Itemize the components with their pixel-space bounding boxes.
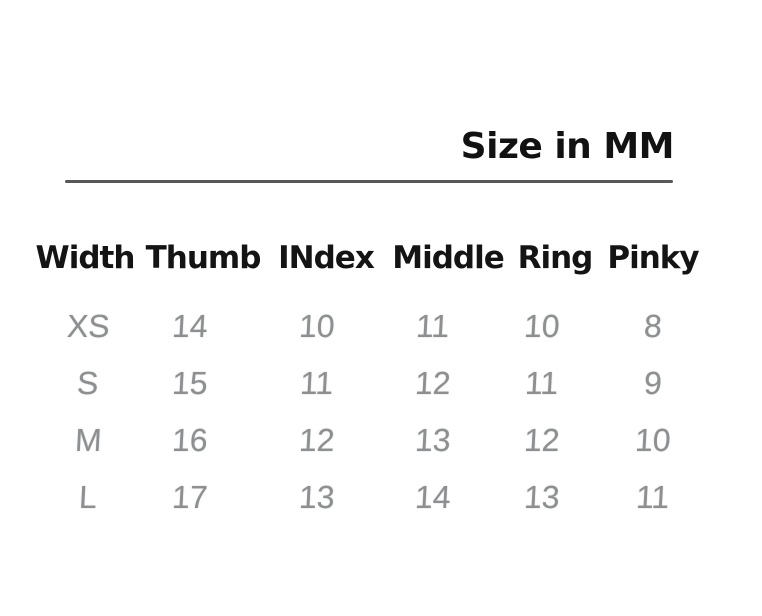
column-header-pinky: Pinky <box>607 240 699 276</box>
size-value: 15 <box>171 365 209 401</box>
size-value: 13 <box>298 479 336 515</box>
size-value: 17 <box>171 479 209 515</box>
size-value: 12 <box>298 422 336 458</box>
size-value-cell: 8 <box>600 298 706 355</box>
size-value: 14 <box>414 479 452 515</box>
header-row: Width Thumb INdex Middle Ring Pinky <box>30 238 706 298</box>
column-header-thumb: Thumb <box>145 240 262 276</box>
size-value: 12 <box>523 422 561 458</box>
size-value-cell: 14 <box>140 298 266 355</box>
size-value-cell: 13 <box>266 469 386 526</box>
table-row: M 16 12 13 12 10 <box>30 412 706 469</box>
size-value-cell: 13 <box>510 469 600 526</box>
column-header-ring: Ring <box>517 240 594 276</box>
size-value: 11 <box>524 365 560 401</box>
size-value: 10 <box>298 308 336 344</box>
table-row: XS 14 10 11 10 8 <box>30 298 706 355</box>
table-row: S 15 11 12 11 9 <box>30 355 706 412</box>
size-value-cell: 16 <box>140 412 266 469</box>
size-value-cell: 15 <box>140 355 266 412</box>
size-value: 11 <box>635 479 671 515</box>
size-label-cell: M <box>30 412 140 469</box>
size-value: 14 <box>171 308 209 344</box>
size-value-cell: 10 <box>266 298 386 355</box>
size-value-cell: 12 <box>510 412 600 469</box>
size-value-cell: 11 <box>600 469 706 526</box>
size-label: XS <box>65 308 111 344</box>
size-value: 12 <box>414 365 452 401</box>
size-value: 8 <box>643 308 663 344</box>
size-value: 11 <box>415 308 451 344</box>
size-value-cell: 11 <box>266 355 386 412</box>
size-value-cell: 13 <box>386 412 510 469</box>
size-label-cell: S <box>30 355 140 412</box>
size-value: 10 <box>634 422 672 458</box>
size-table: Width Thumb INdex Middle Ring Pinky XS 14 10 11 1… <box>30 238 706 526</box>
size-value-cell: 11 <box>386 298 510 355</box>
size-label: L <box>78 479 98 515</box>
table-row: L 17 13 14 13 11 <box>30 469 706 526</box>
column-header-index: INdex <box>278 240 375 276</box>
size-label: S <box>76 365 100 401</box>
size-value-cell: 9 <box>600 355 706 412</box>
size-label: M <box>73 422 103 458</box>
column-header-width: Width <box>35 240 136 276</box>
size-value-cell: 12 <box>266 412 386 469</box>
chart-title: Size in MM <box>460 126 675 167</box>
size-label-cell: L <box>30 469 140 526</box>
size-value: 10 <box>523 308 561 344</box>
size-value-cell: 12 <box>386 355 510 412</box>
size-value-cell: 14 <box>386 469 510 526</box>
column-header-middle: Middle <box>392 240 505 276</box>
title-underline <box>65 180 673 183</box>
size-value-cell: 11 <box>510 355 600 412</box>
size-value-cell: 17 <box>140 469 266 526</box>
size-label-cell: XS <box>30 298 140 355</box>
size-value: 13 <box>523 479 561 515</box>
size-value-cell: 10 <box>510 298 600 355</box>
size-value: 16 <box>171 422 209 458</box>
size-value-cell: 10 <box>600 412 706 469</box>
size-value: 11 <box>299 365 335 401</box>
size-value: 9 <box>643 365 663 401</box>
size-value: 13 <box>414 422 452 458</box>
